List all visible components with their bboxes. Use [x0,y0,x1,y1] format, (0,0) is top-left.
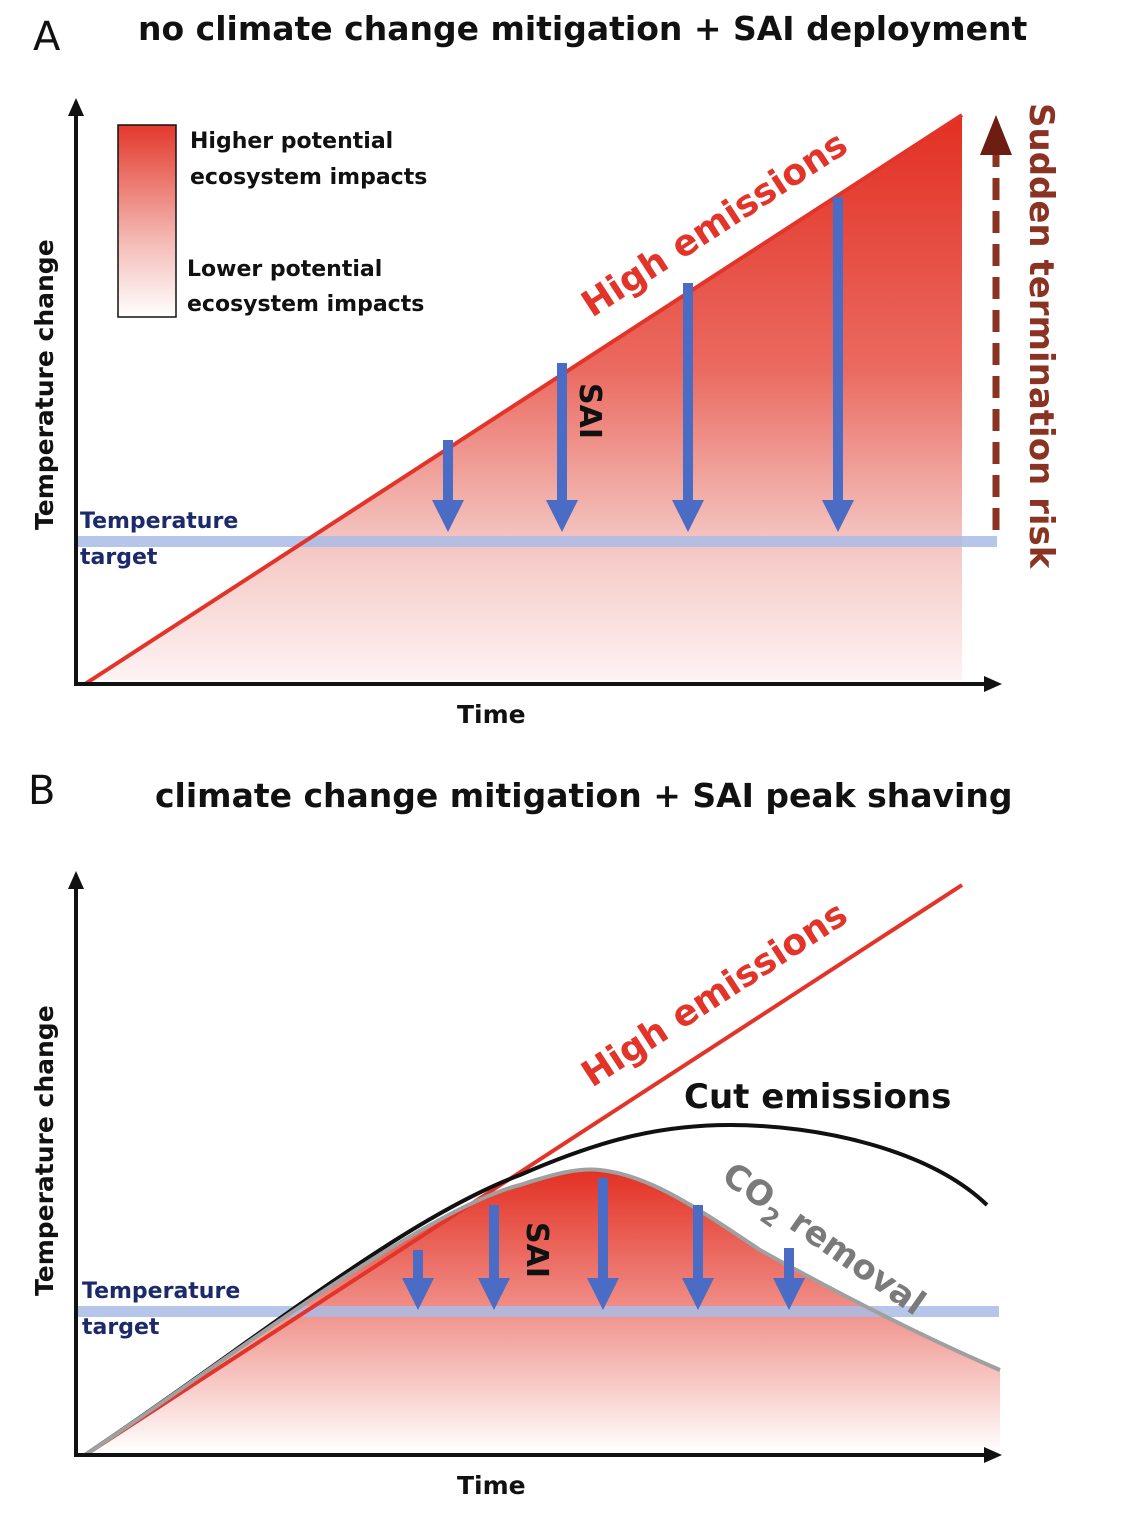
sai-arrow [478,1205,510,1310]
target-label-1: Temperature [82,1279,240,1304]
sai-arrow [822,197,854,532]
sai-arrow [432,440,464,532]
y-axis-label: Temperature change [30,1005,59,1296]
temperature-target-band [78,536,997,547]
panel-title: no climate change mitigation + SAI deplo… [138,9,1027,48]
panel-letter: B [28,768,55,814]
x-axis-label: Time [457,1471,526,1500]
termination-arrowhead [980,115,1012,155]
high-emissions-label: High emissions [575,894,855,1096]
sai-arrow [587,1178,619,1310]
sai-arrow [672,283,704,532]
target-label-2: target [80,545,158,570]
y-axis-label: Temperature change [30,239,59,530]
legend-high-2: ecosystem impacts [190,165,427,190]
target-label-1: Temperature [80,509,238,534]
x-axis-arrow-icon [984,676,1002,692]
high-emissions-line [83,113,964,686]
panel-a: A no climate change mitigation + SAI dep… [30,9,1061,729]
y-axis-arrow-icon [68,871,84,889]
co2-removal-curve [83,1167,1001,1457]
x-axis-arrow-icon [984,1447,1002,1463]
sai-arrow [402,1250,434,1310]
panel-b: B climate change mitigation + SAI peak s… [28,768,1012,1500]
sai-arrow [546,363,578,532]
temperature-target-band [78,1306,999,1317]
legend-gradient [117,124,177,318]
sai-label: SAI [572,383,607,439]
target-label-2: target [82,1315,160,1340]
legend-high-1: Higher potential [190,129,393,154]
sai-arrows [402,1178,805,1310]
legend-low-2: ecosystem impacts [187,292,424,317]
termination-risk-label: Sudden termination risk [1021,103,1061,570]
high-emissions-line [83,883,964,1457]
panel-title: climate change mitigation + SAI peak sha… [155,776,1012,815]
cut-emissions-label: Cut emissions [684,1077,951,1117]
sai-arrows [432,197,854,532]
sai-arrow [773,1248,805,1310]
sai-label: SAI [519,1222,554,1278]
sai-arrow [682,1205,714,1310]
x-axis-label: Time [457,700,526,729]
legend-low-1: Lower potential [187,257,382,282]
y-axis-arrow-icon [68,98,84,116]
panel-letter: A [33,14,61,60]
